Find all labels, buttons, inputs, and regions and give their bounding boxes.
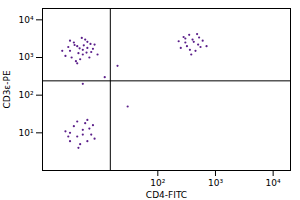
svg-text:CD3ε-PE: CD3ε-PE bbox=[2, 70, 12, 108]
svg-text:10²: 10² bbox=[150, 178, 165, 188]
svg-text:10⁴: 10⁴ bbox=[266, 178, 281, 188]
svg-text:CD4-FITC: CD4-FITC bbox=[146, 190, 187, 200]
svg-text:10³: 10³ bbox=[18, 52, 33, 62]
svg-text:10⁴: 10⁴ bbox=[18, 15, 33, 25]
svg-text:10¹: 10¹ bbox=[18, 128, 33, 138]
svg-text:10²: 10² bbox=[18, 90, 33, 100]
svg-text:10³: 10³ bbox=[208, 178, 223, 188]
